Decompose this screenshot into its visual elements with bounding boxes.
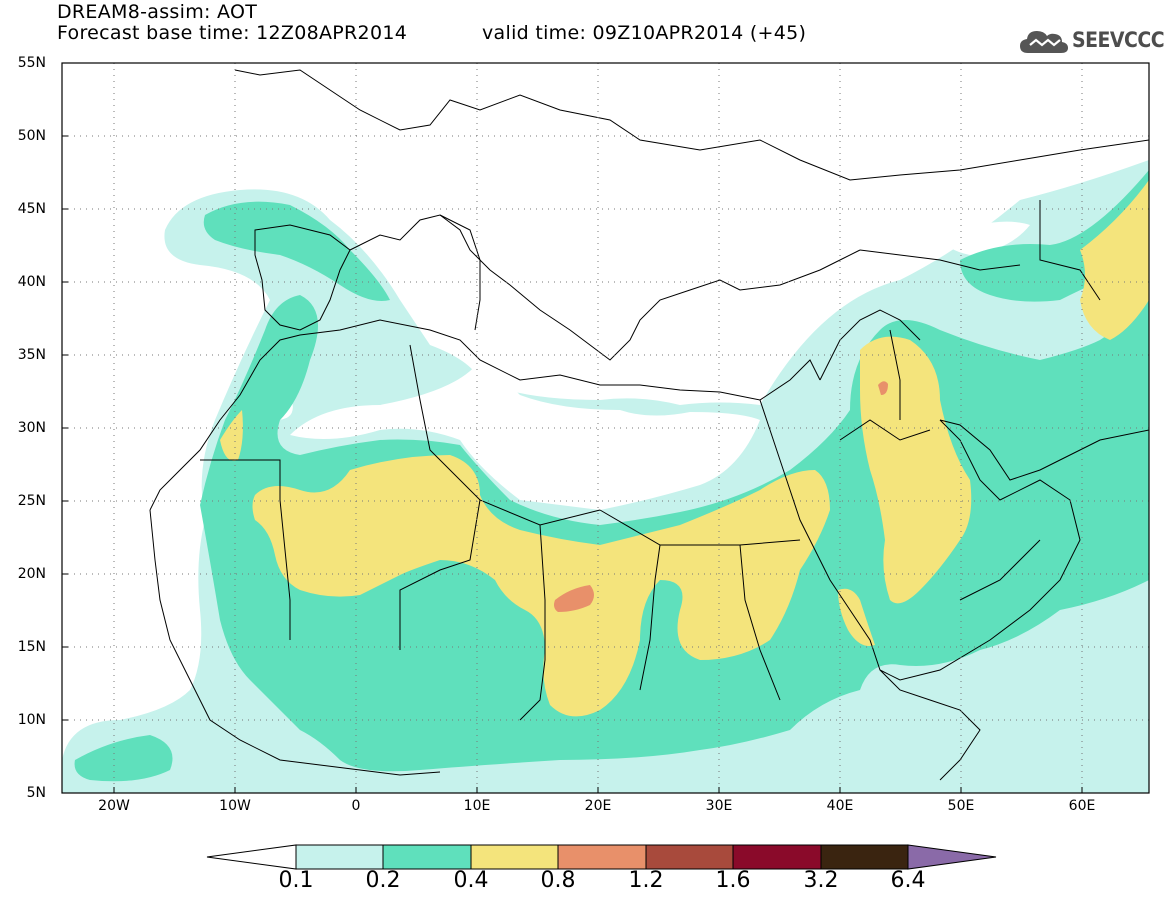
base-time-label: Forecast base time: 12Z08APR2014: [57, 22, 408, 44]
valid-time-label: valid time: 09Z10APR2014 (+45): [482, 22, 807, 44]
colorbar-underflow: [206, 844, 297, 870]
lat-label: 35N: [17, 347, 46, 363]
colorbar-label: 6.4: [890, 868, 926, 893]
lon-label: 0: [351, 798, 361, 814]
coastlines: [149, 69, 1149, 781]
colorbar-swatch-3: [470, 844, 559, 870]
lon-label: 30E: [705, 798, 733, 814]
colorbar-swatch-5: [645, 844, 734, 870]
colorbar-label: 1.6: [715, 868, 751, 893]
colorbar-label: 0.4: [453, 868, 489, 893]
aot-band-0.8: [554, 381, 888, 612]
lon-label: 20E: [584, 798, 612, 814]
lon-label: 50E: [947, 798, 975, 814]
lat-label: 40N: [17, 274, 46, 290]
cloud-icon: [1020, 31, 1068, 53]
lon-label: 10W: [219, 798, 251, 814]
colorbar-label: 0.1: [278, 868, 314, 893]
colorbar-label: 0.8: [540, 868, 576, 893]
colorbar-label: 3.2: [803, 868, 839, 893]
lat-label: 15N: [17, 639, 46, 655]
colorbar-swatch-1: [295, 844, 384, 870]
lat-label: 5N: [26, 785, 46, 801]
lat-label: 30N: [17, 420, 46, 436]
lat-label: 10N: [17, 712, 46, 728]
lat-label: 55N: [17, 55, 46, 71]
aot-band-0.4: [220, 180, 1149, 717]
colorbar-swatch-4: [557, 844, 647, 870]
lon-label: 20W: [98, 798, 130, 814]
colorbar-swatch-2: [382, 844, 472, 870]
lat-label: 25N: [17, 493, 46, 509]
map-title: DREAM8-assim: AOT: [57, 1, 258, 23]
lon-label: 60E: [1068, 798, 1096, 814]
colorbar-swatch-6: [732, 844, 822, 870]
lat-label: 50N: [17, 128, 46, 144]
lat-label: 20N: [17, 566, 46, 582]
colorbar: [206, 844, 997, 870]
seevccc-logo: SEEVCCC: [1018, 24, 1165, 58]
lon-label: 40E: [826, 798, 854, 814]
colorbar-overflow: [907, 844, 997, 870]
logo-text: SEEVCCC: [1072, 28, 1165, 52]
lat-label: 45N: [17, 201, 46, 217]
colorbar-label: 0.2: [365, 868, 401, 893]
colorbar-label: 1.2: [628, 868, 664, 893]
lon-label: 10E: [463, 798, 491, 814]
colorbar-swatch-7: [820, 844, 909, 870]
